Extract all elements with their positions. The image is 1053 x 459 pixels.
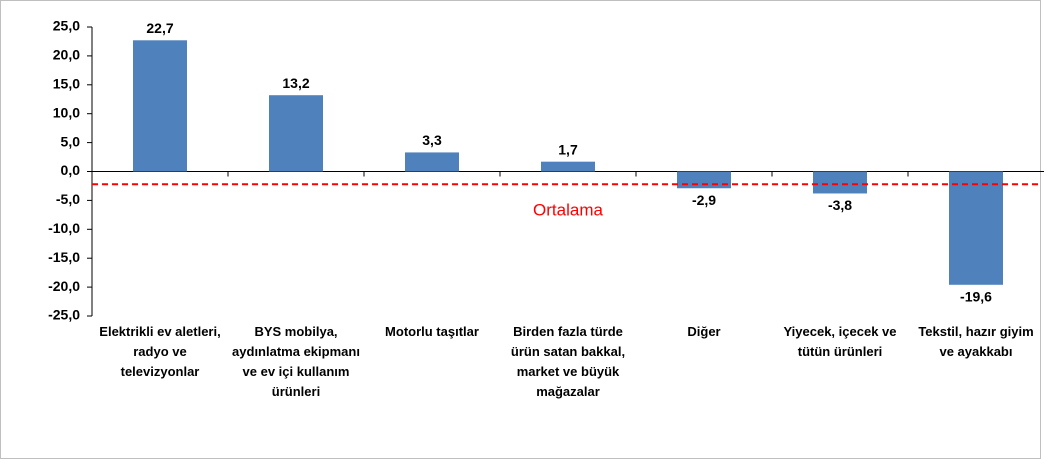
y-tick-label: 20,0 <box>53 47 80 63</box>
x-label-box: Birden fazla türde ürün satan bakkal, ma… <box>510 324 626 399</box>
x-label-box: Diğer <box>687 324 721 339</box>
y-tick-label: 5,0 <box>61 133 81 149</box>
value-label: -19,6 <box>960 288 992 304</box>
bar <box>405 152 459 172</box>
value-label: 13,2 <box>282 75 309 91</box>
bar <box>269 95 323 172</box>
y-tick-label: 25,0 <box>53 18 80 34</box>
reference-label: Ortalama <box>533 201 603 220</box>
y-tick-label: -15,0 <box>48 249 80 265</box>
value-label: 1,7 <box>558 141 578 157</box>
bar <box>813 171 867 194</box>
value-label: 3,3 <box>422 132 442 148</box>
x-tick-label: Yiyecek, içecek ve tütün ürünleri <box>783 324 897 359</box>
y-tick-label: -5,0 <box>56 191 80 207</box>
x-tick-label: Tekstil, hazır giyim ve ayakkabı <box>918 324 1034 359</box>
y-tick-label: -25,0 <box>48 307 80 323</box>
value-label: 22,7 <box>146 20 173 36</box>
x-label-box: Elektrikli ev aletleri, radyo ve televiz… <box>99 324 221 379</box>
x-label-box: Motorlu taşıtlar <box>385 324 479 339</box>
y-tick-label: 0,0 <box>61 162 81 178</box>
x-tick-label: Elektrikli ev aletleri, radyo ve televiz… <box>99 324 221 379</box>
x-label-box: BYS mobilya, aydınlatma ekipmanı ve ev i… <box>232 324 360 399</box>
x-label-box: Yiyecek, içecek ve tütün ürünleri <box>783 324 897 359</box>
y-tick-label: 15,0 <box>53 76 80 92</box>
bar <box>541 161 595 172</box>
x-label-box: Tekstil, hazır giyim ve ayakkabı <box>918 324 1034 359</box>
x-tick-label: BYS mobilya, aydınlatma ekipmanı ve ev i… <box>232 324 360 399</box>
value-label: -2,9 <box>692 192 716 208</box>
y-tick-label: -10,0 <box>48 220 80 236</box>
y-tick-label: -20,0 <box>48 278 80 294</box>
y-tick-label: 10,0 <box>53 104 80 120</box>
value-label: -3,8 <box>828 197 852 213</box>
x-tick-label: Motorlu taşıtlar <box>385 324 479 339</box>
bar <box>133 40 187 172</box>
bar <box>677 171 731 189</box>
x-tick-label: Diğer <box>687 324 721 339</box>
x-tick-label: Birden fazla türde ürün satan bakkal, ma… <box>510 324 626 399</box>
bar <box>949 171 1003 285</box>
